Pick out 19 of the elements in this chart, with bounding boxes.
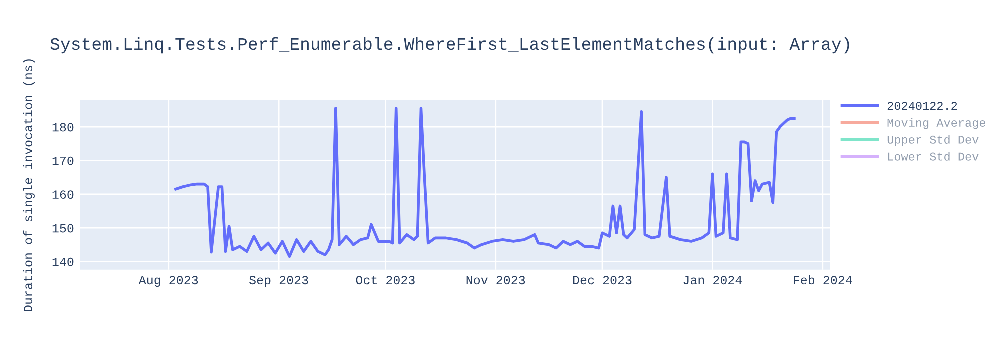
legend-label: Upper Std Dev <box>888 135 979 146</box>
legend-label: Lower Std Dev <box>888 152 979 161</box>
x-tick-label: Oct 2023 <box>356 276 415 285</box>
y-tick-label: 170 <box>52 156 74 166</box>
legend-label: 20240122.2 <box>888 102 958 110</box>
y-axis-title: Duration of single invocation (ns) <box>23 60 35 312</box>
chart-title: System.Linq.Tests.Perf_Enumerable.WhereFirst_LastElementMatches(input: Array) <box>50 37 850 54</box>
line-series <box>174 107 796 258</box>
y-tick-label: 140 <box>52 258 74 266</box>
legend-label: Moving Average <box>888 118 986 130</box>
x-tick-label: Nov 2023 <box>466 276 526 285</box>
x-tick-label: Aug 2023 <box>138 276 198 288</box>
x-tick-label: Feb 2024 <box>794 275 852 285</box>
x-tick-label: Dec 2023 <box>573 276 632 285</box>
x-tick-label: Sep 2023 <box>250 276 308 288</box>
x-tick-label: Jan 2024 <box>684 276 742 285</box>
y-tick-label: 180 <box>52 123 74 132</box>
y-tick-label: 150 <box>52 224 74 233</box>
y-tick-label: 160 <box>52 190 74 200</box>
